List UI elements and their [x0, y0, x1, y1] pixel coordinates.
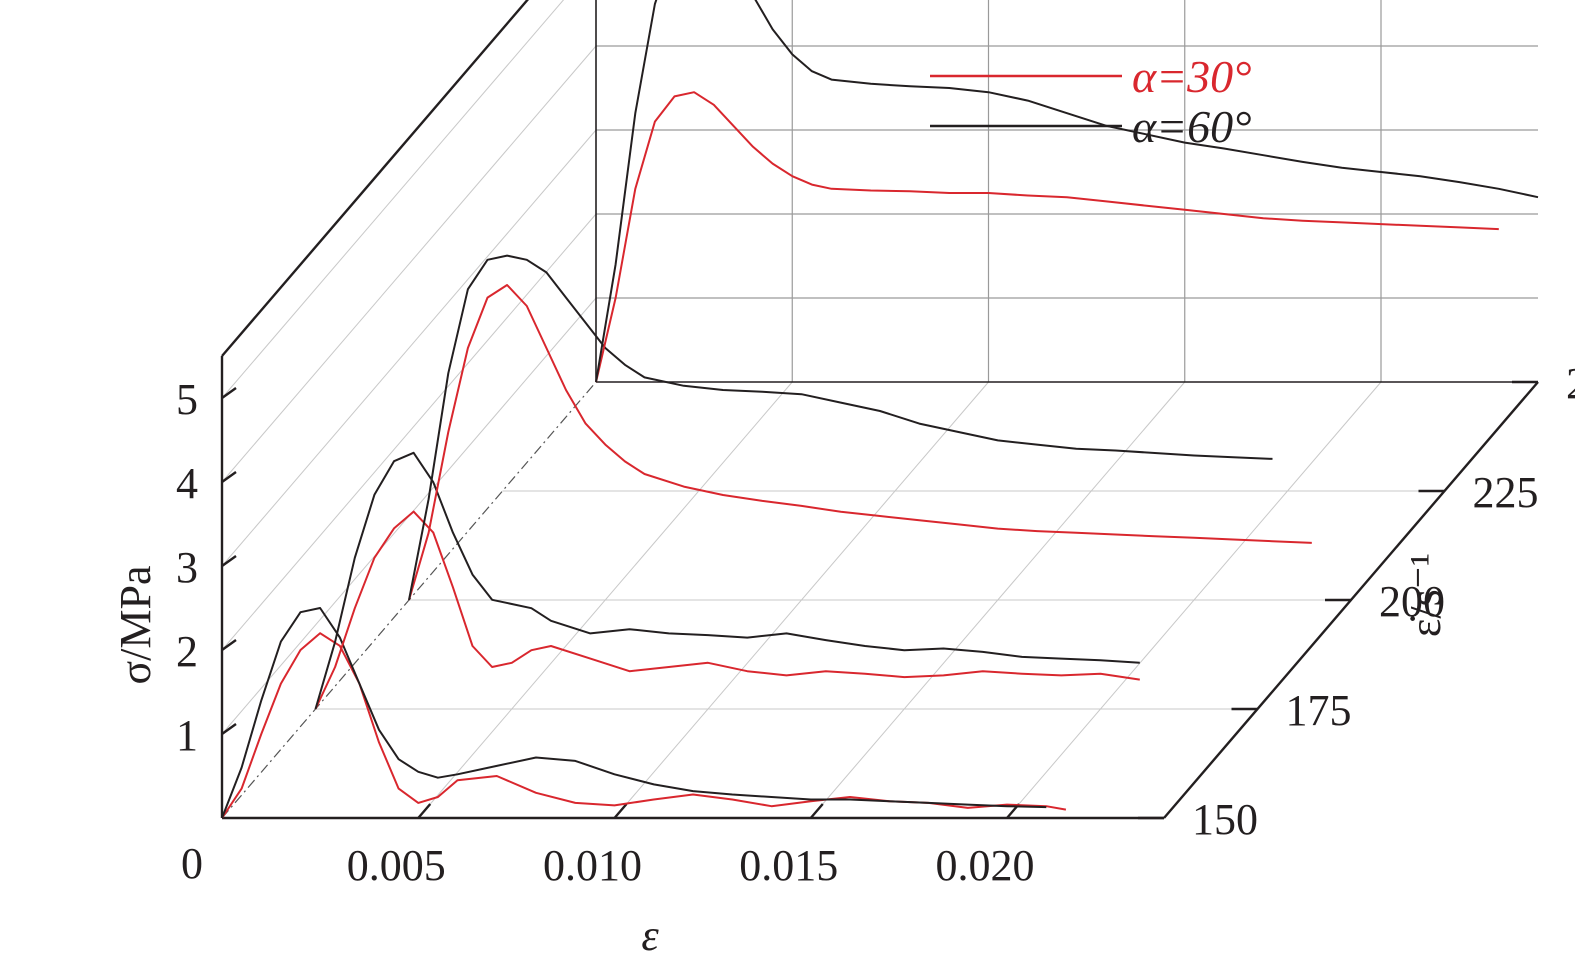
wall-grid-y-1 [221, 213, 597, 651]
series-line-alpha30-150 [221, 632, 1067, 819]
y-tick-label-4: 5 [176, 375, 198, 424]
x-tick-label-0: 0.005 [347, 841, 446, 890]
series-line-alpha30-200 [408, 284, 1312, 601]
x-tick-label-3: 0.020 [936, 841, 1035, 890]
x-tick-mark-1 [613, 803, 628, 819]
series-lines [221, 0, 1539, 819]
x-origin-label: 0 [181, 839, 203, 888]
z-axis-title: ε̇/s⁻¹ [1401, 553, 1450, 637]
y-tick-label-2: 3 [176, 543, 198, 592]
y-tick-mark-4 [221, 387, 237, 399]
axes-frame [220, 0, 1539, 820]
series-line-alpha30-250 [595, 91, 1499, 383]
tick-labels: 1 2 3 4 5 0.005 0.010 0.015 0.020 0 150 175 200 225 25… [176, 359, 1575, 890]
series-line-alpha60-250 [595, 0, 1539, 383]
z-tick-label-2: 200 [1379, 577, 1445, 626]
z-tick-label-3: 225 [1473, 468, 1539, 517]
wall-grid-y-2 [221, 129, 597, 567]
y-tick-mark-0 [221, 723, 237, 735]
x-tick-label-2: 0.015 [739, 841, 838, 890]
wall-grid-y-4 [221, 0, 565, 399]
series-line-alpha60-175 [314, 451, 1140, 710]
y-tick-label-1: 2 [176, 627, 198, 676]
x-tick-label-1: 0.010 [543, 841, 642, 890]
y-tick-mark-2 [221, 555, 237, 567]
wall-grid-y-3 [221, 45, 597, 483]
y-tick-mark-3 [221, 471, 237, 483]
y-tick-mark-1 [221, 639, 237, 651]
legend-label-60: α=60° [1132, 101, 1252, 152]
grid [221, 0, 1538, 819]
top-left-edge [221, 0, 529, 357]
legend: α=30° α=60° [930, 51, 1252, 152]
z-tick-label-1: 175 [1286, 686, 1352, 735]
legend-label-30: α=30° [1132, 51, 1252, 102]
x-tick-mark-0 [417, 803, 432, 819]
x-tick-mark-2 [809, 803, 824, 819]
series-line-alpha60-150 [221, 607, 1047, 819]
y-tick-label-0: 1 [176, 711, 198, 760]
z-tick-label-4: 250 [1566, 359, 1575, 408]
y-axis-title: σ/MPa [111, 565, 160, 684]
x-axis-title: ε [641, 911, 659, 960]
z-tick-label-0: 150 [1192, 795, 1258, 844]
series-line-alpha30-175 [314, 510, 1140, 710]
y-tick-label-3: 4 [176, 459, 198, 508]
series-line-alpha60-200 [408, 254, 1273, 601]
